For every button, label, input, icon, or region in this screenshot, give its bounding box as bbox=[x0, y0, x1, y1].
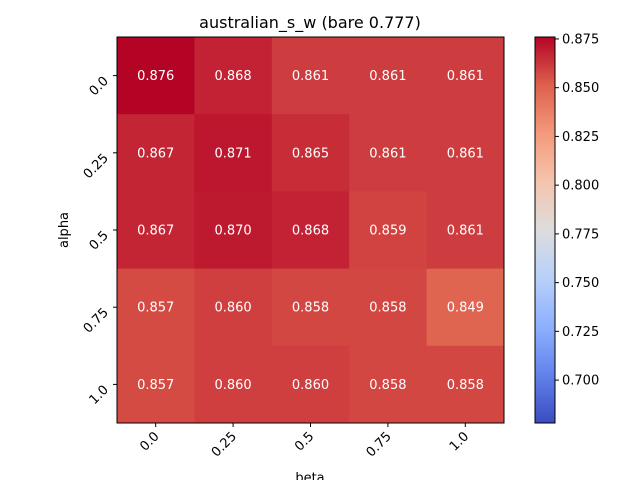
heatmap-cell-label: 0.876 bbox=[137, 69, 174, 84]
colorbar-tick-label: 0.775 bbox=[562, 227, 599, 242]
heatmap-cell bbox=[117, 345, 195, 424]
heatmap-cell bbox=[194, 37, 273, 115]
heatmap-cells bbox=[117, 37, 505, 424]
heatmap-cell bbox=[349, 191, 428, 270]
heatmap-cell-label: 0.861 bbox=[369, 146, 406, 161]
heatmap-cell-labels: 0.876 0.868 0.861 0.861 0.861 0.867 0.871 0.865… bbox=[137, 69, 484, 393]
colorbar-tick-label: 0.800 bbox=[562, 179, 599, 194]
x-tick-label: 0.25 bbox=[209, 429, 240, 460]
heatmap-cell bbox=[271, 268, 350, 347]
colorbar-tick-label: 0.875 bbox=[562, 32, 599, 47]
heatmap-cell-label: 0.861 bbox=[447, 146, 484, 161]
heatmap-cell bbox=[271, 37, 350, 115]
y-tick-label: 0.75 bbox=[81, 305, 112, 336]
y-tick-label: 0.5 bbox=[87, 228, 112, 253]
heatmap-cell-label: 0.860 bbox=[292, 378, 329, 393]
heatmap-cell-label: 0.859 bbox=[369, 224, 406, 239]
heatmap-cell bbox=[349, 114, 428, 192]
heatmap-cell bbox=[426, 268, 505, 347]
y-tick-label: 1.0 bbox=[87, 383, 112, 408]
colorbar-axis: 0.700 0.725 0.750 0.775 0.800 0.825 0.850 0.875 bbox=[555, 32, 599, 389]
heatmap-cell bbox=[117, 114, 195, 192]
heatmap-cell bbox=[426, 191, 505, 270]
x-tick-label: 1.0 bbox=[447, 429, 472, 454]
colorbar bbox=[534, 36, 556, 424]
heatmap-cell bbox=[271, 345, 350, 424]
heatmap-cell-label: 0.858 bbox=[292, 301, 329, 316]
heatmap-cell-label: 0.857 bbox=[137, 301, 174, 316]
heatmap-cell bbox=[426, 37, 505, 115]
chart-title: australian_s_w (bare 0.777) bbox=[199, 13, 421, 33]
heatmap-cell bbox=[271, 114, 350, 192]
heatmap-cell-label: 0.860 bbox=[214, 301, 251, 316]
heatmap-cell-label: 0.861 bbox=[292, 69, 329, 84]
heatmap-cell-label: 0.870 bbox=[214, 224, 251, 239]
heatmap-cell bbox=[349, 268, 428, 347]
y-axis: 0.0 0.25 0.5 0.75 1.0 bbox=[81, 74, 117, 408]
colorbar-tick-label: 0.750 bbox=[562, 276, 599, 291]
x-axis-label: beta bbox=[295, 471, 324, 480]
y-axis-label: alpha bbox=[57, 212, 72, 248]
heatmap-cell-label: 0.868 bbox=[292, 224, 329, 239]
heatmap-cell-label: 0.860 bbox=[214, 378, 251, 393]
heatmap-cell-label: 0.858 bbox=[369, 301, 406, 316]
heatmap-cell bbox=[117, 37, 195, 115]
heatmap-cell-label: 0.867 bbox=[137, 146, 174, 161]
heatmap-cell bbox=[117, 191, 195, 270]
heatmap-cell bbox=[194, 191, 273, 270]
heatmap-cell bbox=[349, 345, 428, 424]
heatmap-cell bbox=[117, 268, 195, 347]
x-tick-label: 0.75 bbox=[364, 429, 395, 460]
colorbar-tick-label: 0.825 bbox=[562, 130, 599, 145]
heatmap-cell-label: 0.858 bbox=[369, 378, 406, 393]
heatmap-cell-label: 0.871 bbox=[214, 146, 251, 161]
heatmap-cell bbox=[271, 191, 350, 270]
x-tick-label: 0.5 bbox=[292, 429, 317, 454]
heatmap-cell bbox=[426, 345, 505, 424]
heatmap-cell bbox=[194, 345, 273, 424]
y-tick-label: 0.25 bbox=[81, 151, 112, 182]
colorbar-tick-label: 0.850 bbox=[562, 81, 599, 96]
y-tick-label: 0.0 bbox=[87, 74, 112, 99]
x-tick-label: 0.0 bbox=[137, 429, 162, 454]
heatmap-cell-label: 0.849 bbox=[447, 301, 484, 316]
heatmap-cell-label: 0.867 bbox=[137, 224, 174, 239]
colorbar-tick-label: 0.725 bbox=[562, 325, 599, 340]
heatmap-cell bbox=[194, 114, 273, 192]
heatmap-cell bbox=[194, 268, 273, 347]
x-axis: 0.0 0.25 0.5 0.75 1.0 bbox=[137, 423, 472, 460]
heatmap-cell-label: 0.861 bbox=[447, 69, 484, 84]
heatmap-cell-label: 0.861 bbox=[369, 69, 406, 84]
heatmap-cell-label: 0.857 bbox=[137, 378, 174, 393]
heatmap-cell-label: 0.868 bbox=[214, 69, 251, 84]
heatmap-cell-label: 0.858 bbox=[447, 378, 484, 393]
heatmap-cell bbox=[349, 37, 428, 115]
colorbar-tick-label: 0.700 bbox=[562, 374, 599, 389]
heatmap-cell-label: 0.861 bbox=[447, 224, 484, 239]
heatmap-cell-label: 0.865 bbox=[292, 146, 329, 161]
heatmap-cell bbox=[426, 114, 505, 192]
